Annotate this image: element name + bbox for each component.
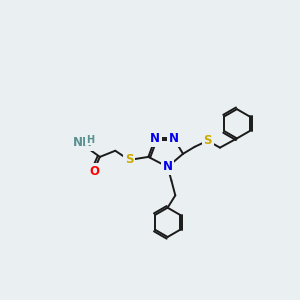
Text: S: S [203,134,212,147]
Text: N: N [163,160,172,173]
Text: NH: NH [73,136,93,149]
Text: O: O [89,165,100,178]
Text: H: H [86,135,94,145]
Text: S: S [125,154,134,166]
Text: N: N [150,132,160,145]
Text: N: N [169,132,179,145]
